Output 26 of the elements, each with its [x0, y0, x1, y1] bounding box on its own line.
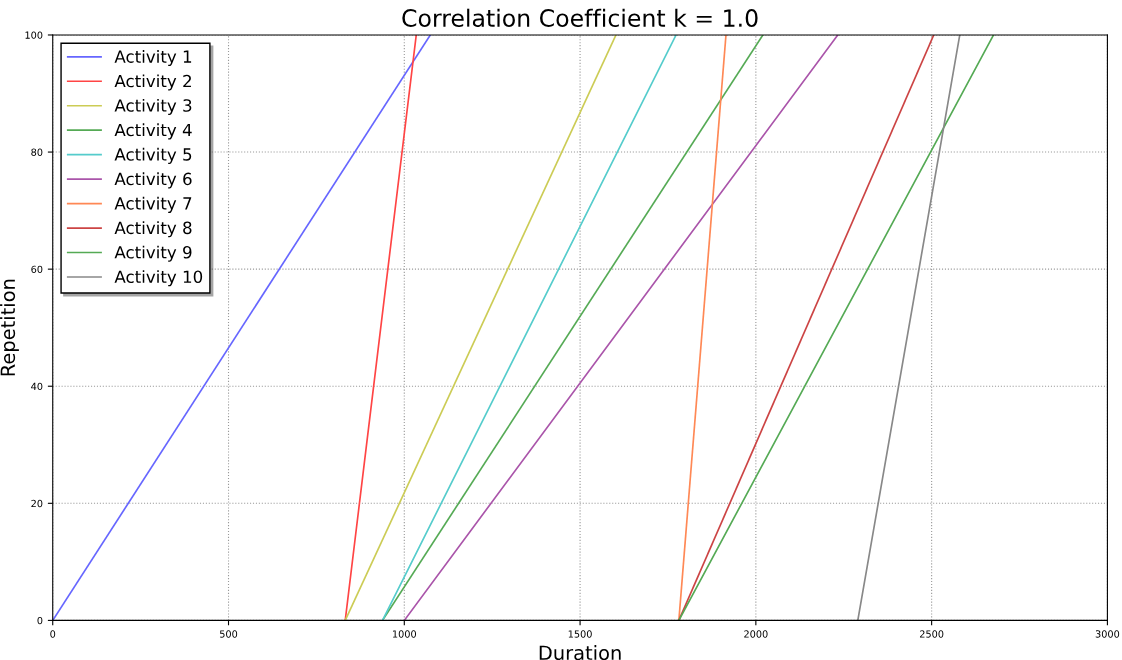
x-tick-label: 2500: [919, 630, 944, 638]
legend-label: Activity 2: [114, 74, 191, 91]
chart-title: Correlation Coefficient k = 1.0: [402, 8, 758, 27]
x-tick-label: 2000: [744, 630, 768, 638]
legend-label: Activity 9: [114, 245, 192, 262]
y-tick-label: 20: [31, 499, 43, 508]
x-tick-label: 1500: [568, 630, 592, 638]
legend-label: Activity 7: [114, 196, 192, 213]
y-tick-label: 40: [31, 382, 43, 391]
legend-label: Activity 1: [114, 49, 192, 67]
x-tick-label: 0: [50, 630, 56, 638]
legend-label: Activity 3: [114, 98, 192, 116]
y-tick-label: 60: [31, 265, 43, 273]
y-tick-label: 80: [31, 148, 43, 156]
legend-label: Activity 5: [114, 147, 192, 164]
y-tick-label: 0: [37, 616, 43, 625]
y-tick-label: 100: [25, 31, 43, 39]
x-tick-label: 500: [219, 630, 238, 638]
x-tick-label: 3000: [1095, 630, 1120, 638]
x-axis-title: Duration: [539, 645, 621, 660]
x-tick-label: 1000: [392, 630, 417, 638]
legend-label: Activity 6: [114, 172, 192, 189]
legend-label: Activity 4: [114, 123, 192, 140]
legend-label: Activity 10: [114, 270, 203, 287]
y-axis-title: Repetition: [0, 279, 19, 376]
legend-label: Activity 8: [114, 221, 192, 238]
